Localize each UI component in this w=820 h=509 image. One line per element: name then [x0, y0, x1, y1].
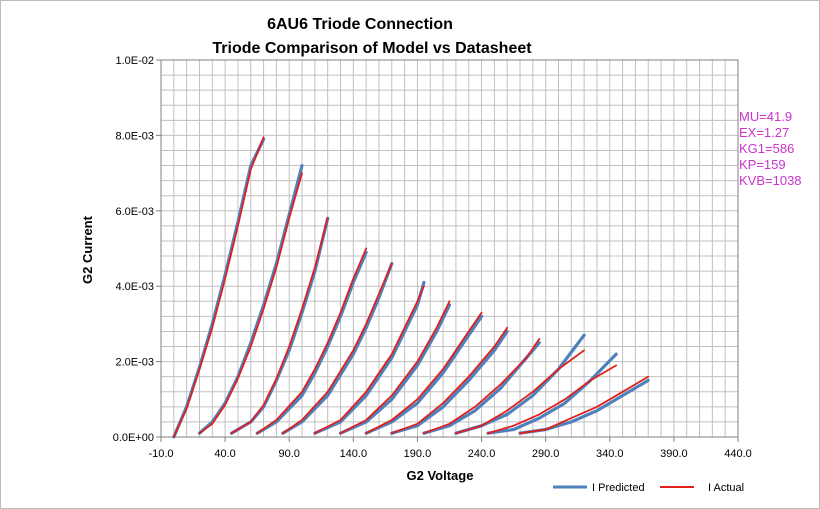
curve-actual-13 — [519, 375, 650, 435]
x-tick-label: 240.0 — [468, 448, 496, 460]
param-1: MU=41.9 — [739, 109, 792, 124]
x-tick-label: -10.0 — [148, 448, 173, 460]
x-axis-ticks: -10.0 40.0 90.0 140.0 190.0 240.0 290.0 340.0 39… — [148, 437, 752, 460]
curve-predicted-1 — [172, 137, 266, 439]
plot-area — [160, 59, 739, 438]
param-4: KP=159 — [739, 157, 786, 172]
curve-actual-9 — [390, 326, 509, 435]
series-predicted — [172, 137, 650, 439]
curve-predicted-5 — [281, 262, 394, 435]
curve-predicted-8 — [364, 314, 484, 435]
curve-actual-3 — [230, 217, 329, 435]
x-tick-label: 340.0 — [596, 448, 624, 460]
curve-actual-1 — [172, 136, 265, 438]
y-tick-label: 6.0E-03 — [115, 206, 154, 218]
y-tick-label: 0.0E+00 — [113, 432, 154, 444]
curve-actual-10 — [423, 338, 541, 435]
y-axis-ticks: 0.0E+00 2.0E-03 4.0E-03 6.0E-03 8.0E-03 1.0E-… — [113, 55, 161, 444]
curve-predicted-2 — [197, 164, 304, 435]
curve-actual-11 — [455, 349, 585, 435]
y-tick-label: 2.0E-03 — [115, 357, 154, 369]
grid — [160, 59, 739, 438]
curve-predicted-4 — [255, 250, 368, 435]
y-axis-label: G2 Current — [80, 215, 95, 284]
y-tick-label: 1.0E-02 — [115, 55, 154, 67]
curve-actual-7 — [339, 300, 451, 435]
chart-title: 6AU6 Triode Connection — [267, 16, 453, 33]
legend-predicted-label: I Predicted — [592, 482, 645, 494]
series — [172, 136, 650, 439]
x-tick-label: 290.0 — [532, 448, 560, 460]
curve-predicted-9 — [390, 329, 509, 435]
chart-subtitle: Triode Comparison of Model vs Datasheet — [212, 40, 532, 57]
x-tick-label: 190.0 — [404, 448, 432, 460]
curve-actual-4 — [256, 247, 368, 435]
curve-predicted-12 — [486, 352, 618, 435]
y-tick-label: 4.0E-03 — [115, 281, 154, 293]
x-tick-label: 90.0 — [279, 448, 300, 460]
x-axis-label: G2 Voltage — [407, 468, 474, 483]
series-actual — [172, 136, 650, 438]
curve-predicted-6 — [313, 280, 426, 435]
curve-actual-5 — [281, 262, 393, 435]
param-2: EX=1.27 — [739, 125, 789, 140]
y-tick-label: 8.0E-03 — [115, 130, 154, 142]
param-3: KG1=586 — [739, 141, 794, 156]
curve-actual-8 — [365, 311, 483, 435]
x-tick-label: 390.0 — [660, 448, 688, 460]
curve-actual-12 — [487, 364, 618, 435]
x-tick-label: 140.0 — [340, 448, 368, 460]
legend: I Predicted I Actual — [553, 482, 744, 494]
x-tick-label: 440.0 — [724, 448, 752, 460]
curve-actual-2 — [198, 172, 303, 435]
curve-actual-6 — [314, 285, 425, 435]
legend-actual-label: I Actual — [708, 482, 744, 494]
curve-predicted-7 — [338, 303, 452, 435]
param-5: KVB=1038 — [739, 173, 802, 188]
x-tick-label: 40.0 — [214, 448, 235, 460]
